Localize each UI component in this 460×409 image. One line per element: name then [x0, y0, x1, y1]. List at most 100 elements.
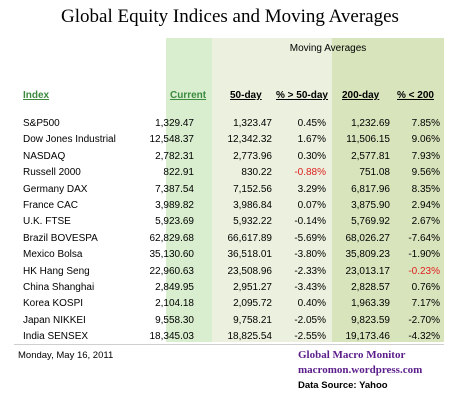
footer-divider	[14, 344, 444, 345]
index-name: France CAC	[23, 200, 79, 211]
ma50-value: 1,323.47	[233, 118, 272, 129]
index-name: India SENSEX	[23, 331, 89, 343]
index-name: Russell 2000	[23, 167, 81, 179]
ma50-value: 3,986.84	[233, 200, 272, 211]
ma50-value: 7,152.56	[233, 183, 272, 195]
ma200-value: 3,875.90	[351, 200, 390, 211]
current-value: 822.91	[163, 167, 194, 179]
pct-vs-ma200: -2.70%	[408, 314, 440, 326]
pct-vs-ma50: -3.80%	[294, 249, 326, 261]
pct-vs-ma50: 0.30%	[297, 150, 326, 162]
table-row: S&P500 1,329.47 1,323.47 0.45% 1,232.69 7.85%	[20, 117, 444, 131]
current-value: 1,329.47	[155, 118, 194, 129]
header-current: Current	[170, 90, 207, 101]
current-value: 35,130.60	[149, 249, 195, 261]
table-row: Japan NIKKEI 9,558.30 9,758.21 -2.05% 9,823.…	[20, 314, 444, 328]
pct-vs-ma50: 0.45%	[297, 118, 326, 129]
pct-vs-ma200: 7.85%	[411, 118, 440, 129]
index-name: Germany DAX	[23, 183, 88, 195]
index-name: Japan NIKKEI	[23, 314, 86, 326]
ma50-value: 2,095.72	[233, 298, 272, 310]
header-pct-lt-200: % < 200	[397, 90, 434, 101]
pct-vs-ma200: 7.93%	[411, 150, 440, 162]
current-value: 2,849.95	[155, 282, 194, 293]
index-name: China Shanghai	[23, 282, 95, 293]
ma50-value: 2,773.96	[233, 150, 272, 162]
pct-vs-ma50: -3.43%	[294, 282, 326, 293]
ma50-column-shading	[212, 38, 332, 342]
pct-vs-ma50: -0.88%	[294, 167, 326, 179]
ma200-value: 1,963.39	[351, 298, 390, 310]
ma200-value: 6,817.96	[351, 183, 390, 195]
table-row: HK Hang Seng 22,960.63 23,508.96 -2.33% 23,0…	[20, 265, 444, 279]
current-value: 22,960.63	[149, 265, 195, 277]
pct-vs-ma200: 9.06%	[411, 134, 440, 146]
table-row: China Shanghai 2,849.95 2,951.27 -3.43% 2,82…	[20, 281, 444, 295]
index-name: NASDAQ	[23, 150, 66, 162]
table-row: Brazil BOVESPA 62,829.68 66,617.89 -5.69% 68…	[20, 232, 444, 246]
table-row: NASDAQ 2,782.31 2,773.96 0.30% 2,577.81 7.93%	[20, 150, 444, 164]
header-pct-gt-50: % > 50-day	[276, 90, 328, 101]
current-value: 12,548.37	[149, 134, 195, 146]
current-column-shading	[166, 38, 212, 342]
pct-vs-ma50: 3.29%	[297, 183, 326, 195]
page-title: Global Equity Indices and Moving Average…	[61, 6, 399, 27]
ma200-value: 68,026.27	[345, 232, 391, 244]
current-value: 5,923.69	[155, 216, 194, 228]
brand-name: Global Macro Monitor	[298, 349, 406, 361]
ma50-value: 9,758.21	[233, 314, 272, 326]
current-value: 3,989.82	[155, 200, 194, 211]
ma200-column-shading	[332, 38, 444, 342]
ma50-value: 23,508.96	[227, 265, 273, 277]
ma200-value: 1,232.69	[351, 118, 390, 129]
ma50-value: 12,342.32	[227, 134, 273, 146]
pct-vs-ma50: -2.55%	[294, 331, 326, 343]
pct-vs-ma50: -2.33%	[294, 265, 326, 277]
pct-vs-ma200: 7.17%	[411, 298, 440, 310]
pct-vs-ma200: -4.32%	[408, 331, 440, 343]
pct-vs-ma50: -0.14%	[294, 216, 326, 228]
index-name: Brazil BOVESPA	[23, 232, 98, 244]
pct-vs-ma200: 0.76%	[411, 282, 440, 293]
column-header-row: Index Current 50-day % > 50-day 200-day …	[20, 90, 444, 104]
moving-averages-header: Moving Averages	[289, 43, 367, 54]
data-source: Data Source: Yahoo	[298, 380, 388, 391]
report-date: Monday, May 16, 2011	[18, 350, 114, 361]
header-ma200: 200-day	[342, 90, 380, 101]
ma50-value: 5,932.22	[233, 216, 272, 228]
index-name: S&P500	[23, 118, 60, 129]
ma200-value: 35,809.23	[345, 249, 391, 261]
ma200-value: 5,769.92	[351, 216, 390, 228]
header-index: Index	[23, 90, 50, 101]
pct-vs-ma50: 0.07%	[297, 200, 326, 211]
pct-vs-ma50: 0.40%	[297, 298, 326, 310]
index-name: Mexico Bolsa	[23, 249, 83, 261]
ma200-value: 2,577.81	[351, 150, 390, 162]
pct-vs-ma200: -0.23%	[408, 265, 440, 277]
table-row: India SENSEX 18,345.03 18,825.54 -2.55% 19,1…	[20, 330, 444, 344]
ma200-value: 19,173.46	[345, 331, 391, 343]
current-value: 18,345.03	[149, 331, 195, 343]
ma50-value: 830.22	[241, 167, 272, 179]
index-name: U.K. FTSE	[23, 216, 71, 228]
pct-vs-ma200: -7.64%	[408, 232, 440, 244]
pct-vs-ma50: -2.05%	[294, 314, 326, 326]
pct-vs-ma200: -1.90%	[408, 249, 440, 261]
current-value: 2,782.31	[155, 150, 194, 162]
table-row: Mexico Bolsa 35,130.60 36,518.01 -3.80% 35,8…	[20, 248, 444, 262]
pct-vs-ma50: 1.67%	[297, 134, 326, 146]
pct-vs-ma200: 8.35%	[411, 183, 440, 195]
ma200-value: 9,823.59	[351, 314, 390, 326]
index-name: HK Hang Seng	[23, 265, 90, 277]
current-value: 62,829.68	[149, 232, 195, 244]
pct-vs-ma200: 2.67%	[411, 216, 440, 228]
ma50-value: 66,617.89	[227, 232, 273, 244]
indices-table: Moving Averages Index Current 50-day % >…	[20, 38, 444, 342]
ma50-value: 2,951.27	[233, 282, 272, 293]
pct-vs-ma200: 9.56%	[411, 167, 440, 179]
ma200-value: 23,013.17	[345, 265, 391, 277]
current-value: 2,104.18	[155, 298, 194, 310]
index-name: Korea KOSPI	[23, 298, 84, 310]
ma200-value: 751.08	[359, 167, 390, 179]
table-row: U.K. FTSE 5,923.69 5,932.22 -0.14% 5,769.92 2…	[20, 215, 444, 229]
